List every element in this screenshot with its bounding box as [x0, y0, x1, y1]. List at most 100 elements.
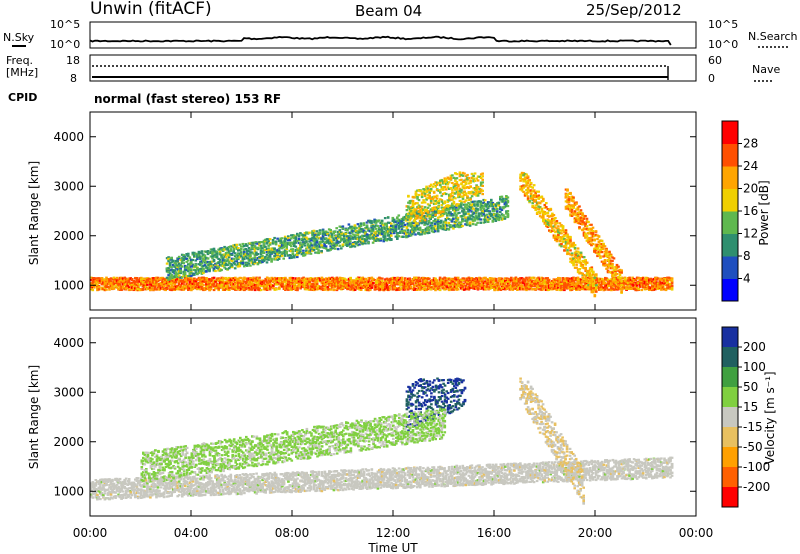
power-cell: [444, 277, 448, 280]
power-cell: [297, 235, 301, 238]
power-cell: [425, 284, 428, 287]
power-cell: [341, 277, 345, 280]
power-cell: [153, 287, 157, 290]
power-cell: [218, 283, 222, 286]
power-cell: [364, 277, 368, 280]
power-cell: [344, 284, 348, 287]
power-cell: [355, 287, 358, 290]
power-cell: [226, 287, 230, 290]
power-cell: [200, 287, 204, 290]
power-cell: [270, 276, 273, 279]
power-cell: [276, 279, 280, 282]
power-cell: [232, 286, 236, 289]
power-cell: [253, 256, 257, 259]
power-cell: [364, 283, 368, 286]
power-cell: [447, 288, 451, 292]
power-cell: [138, 277, 142, 280]
power-cell: [278, 277, 281, 280]
power-cell: [476, 287, 480, 290]
power-cell: [460, 287, 463, 290]
power-cell: [341, 286, 345, 289]
power-cell: [314, 286, 317, 289]
power-cell: [309, 277, 313, 280]
power-cell: [438, 284, 442, 287]
power-cell: [265, 261, 269, 264]
power-cell: [158, 277, 161, 281]
power-cell: [141, 285, 145, 288]
cpid-value: normal (fast stereo) 153 RF: [94, 92, 281, 106]
power-cell: [281, 281, 284, 284]
power-cell: [118, 280, 122, 283]
power-cell: [344, 286, 348, 289]
power-cell: [455, 276, 458, 280]
power-cell: [458, 281, 462, 284]
power-cell: [325, 279, 328, 282]
power-cell: [229, 281, 233, 284]
power-cell: [221, 287, 225, 290]
power-cell: [97, 281, 101, 284]
power-cell: [264, 245, 267, 248]
power-cell: [123, 282, 126, 285]
power-cell: [105, 281, 108, 284]
power-cell: [229, 248, 232, 251]
power-cell: [367, 281, 371, 284]
power-cell: [403, 288, 407, 291]
power-cell: [240, 250, 243, 253]
power-cell: [431, 286, 434, 289]
power-cell: [322, 280, 325, 283]
power-cell: [303, 234, 307, 237]
power-cell: [270, 279, 273, 282]
power-cell: [281, 285, 284, 288]
power-cell: [190, 277, 193, 280]
power-cell: [416, 278, 419, 282]
power-cell: [273, 287, 277, 291]
power-cell: [255, 280, 258, 284]
power-cell: [379, 288, 383, 291]
power-cell: [291, 250, 295, 253]
power-cell: [208, 286, 211, 289]
power-cell: [150, 285, 154, 288]
power-cell: [117, 283, 120, 286]
power-cell: [102, 281, 105, 284]
power-cell: [137, 280, 140, 283]
power-cell: [296, 277, 299, 280]
power-cell: [461, 288, 465, 291]
power-cell: [214, 286, 217, 289]
power-cell: [356, 283, 360, 286]
power-cell: [134, 284, 137, 287]
power-cell: [670, 277, 674, 280]
power-cell: [149, 278, 152, 281]
power-cell: [229, 283, 233, 286]
power-cell: [432, 286, 436, 289]
power-cell: [370, 283, 374, 286]
power-cell: [375, 284, 378, 287]
power-cell: [338, 286, 342, 289]
power-cell: [282, 285, 286, 288]
power-cell: [187, 277, 190, 280]
power-cell: [335, 283, 339, 286]
power-cell: [203, 278, 207, 281]
power-cell: [262, 283, 266, 287]
power-cell: [268, 282, 272, 285]
power-cell: [456, 284, 460, 288]
power-cell: [299, 247, 302, 251]
power-cell: [305, 281, 308, 284]
power-cell: [227, 260, 231, 263]
power-cell: [444, 282, 448, 285]
power-cell: [369, 286, 372, 289]
power-cell: [370, 286, 374, 289]
power-cell: [218, 286, 222, 289]
power-cell: [328, 276, 331, 279]
power-cell: [369, 277, 372, 280]
power-cell: [400, 287, 404, 290]
power-cell: [130, 284, 134, 287]
power-cell: [332, 282, 336, 285]
power-cell: [356, 286, 360, 289]
power-cell: [250, 285, 254, 288]
power-cell: [231, 278, 234, 282]
power-cell: [134, 282, 137, 285]
noise-right-tick-bottom: 10^0: [708, 38, 738, 51]
power-cell: [315, 277, 319, 280]
power-cell: [306, 288, 310, 291]
power-cell: [205, 280, 208, 283]
